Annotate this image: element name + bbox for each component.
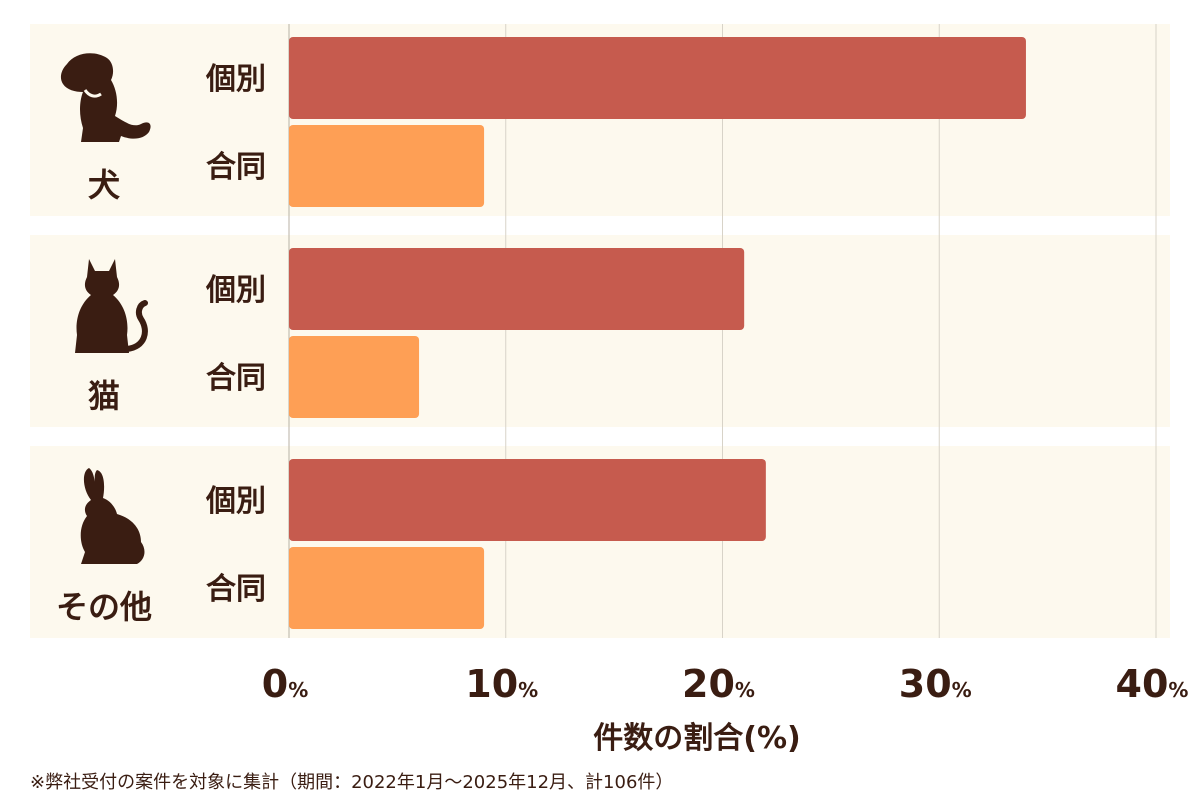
- group-label: 猫: [88, 377, 120, 415]
- x-tick-label: 40%: [1116, 662, 1189, 706]
- bar-joint: [289, 336, 420, 418]
- group-label: その他: [56, 588, 152, 626]
- bar-individual: [289, 248, 745, 330]
- x-tick-label: 20%: [682, 662, 755, 706]
- bar-category-label: 個別: [205, 273, 266, 308]
- x-tick-label: 10%: [465, 662, 538, 706]
- x-axis-title: 件数の割合(%): [593, 721, 800, 756]
- footnote: ※弊社受付の案件を対象に集計（期間：2022年1月〜2025年12月、計106件…: [30, 772, 674, 793]
- x-tick-label: 30%: [899, 662, 972, 706]
- bar-joint: [289, 125, 485, 207]
- bar-category-label: 個別: [205, 62, 266, 97]
- bar-joint: [289, 547, 485, 629]
- bar-category-label: 合同: [206, 572, 266, 607]
- x-tick-label: 0%: [262, 662, 309, 706]
- bar-category-label: 個別: [205, 484, 266, 519]
- bar-category-label: 合同: [206, 361, 266, 396]
- group-label: 犬: [88, 166, 120, 204]
- bar-individual: [289, 459, 766, 541]
- bar-individual: [289, 37, 1026, 119]
- bar-category-label: 合同: [206, 150, 266, 185]
